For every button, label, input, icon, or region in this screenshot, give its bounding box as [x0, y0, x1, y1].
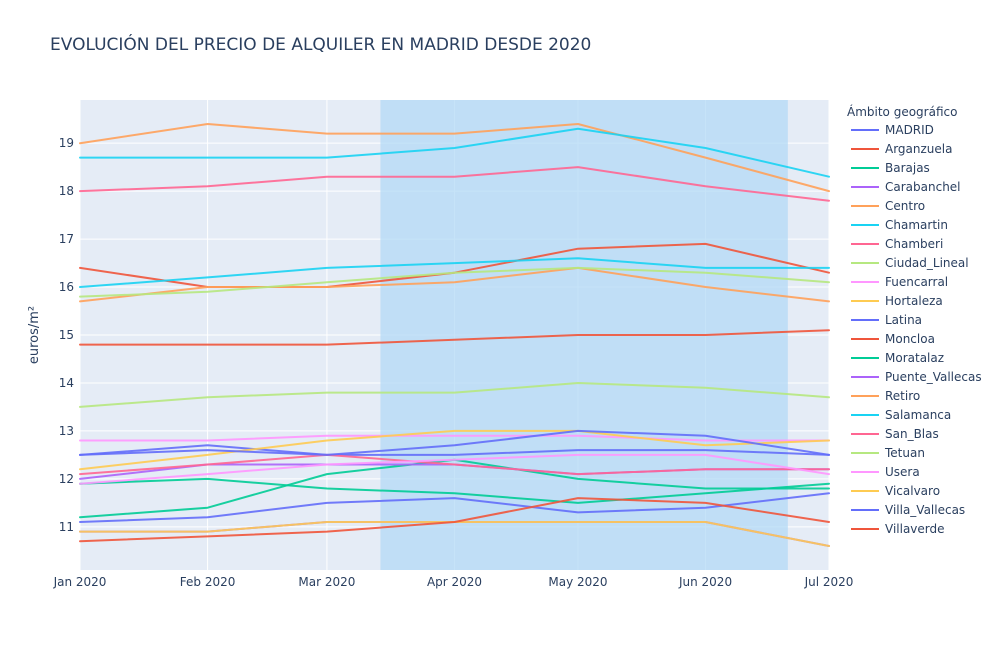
legend-item-label[interactable]: Retiro: [885, 389, 920, 403]
y-tick-label: 17: [59, 232, 74, 246]
series-line-chamberi: [79, 166, 830, 202]
y-tick-label: 18: [59, 184, 74, 198]
series-line-hortaleza: [79, 429, 830, 471]
series-line-madrid: [79, 444, 830, 456]
legend: Ámbito geográfico MADRID Arganzuela Baraja…: [847, 104, 982, 536]
legend-item-label[interactable]: Chamberi: [885, 237, 943, 251]
legend-title: Ámbito geográfico: [847, 104, 957, 119]
legend-item-label[interactable]: Moncloa: [885, 332, 935, 346]
x-tick-label: Mar 2020: [298, 575, 355, 589]
series-line-retiro: [79, 266, 830, 303]
legend-item-label[interactable]: MADRID: [885, 123, 934, 137]
y-axis-title: euros/m²: [27, 306, 42, 364]
series-line-ciudad-lineal: [79, 382, 830, 408]
legend-item-label[interactable]: Barajas: [885, 161, 930, 175]
legend-item-label[interactable]: Vicalvaro: [885, 484, 940, 498]
y-tick-label: 15: [59, 328, 74, 342]
legend-item-label[interactable]: Chamartin: [885, 218, 948, 232]
series-line-usera: [79, 453, 830, 485]
legend-item-label[interactable]: Latina: [885, 313, 922, 327]
series-line-fuencarral: [79, 434, 830, 442]
series-line-latina: [79, 492, 830, 523]
y-tick-label: 13: [59, 424, 74, 438]
series-line-chamartin: [79, 127, 830, 178]
legend-item-label[interactable]: Centro: [885, 199, 925, 213]
legend-item-label[interactable]: Moratalaz: [885, 351, 944, 365]
legend-item-label[interactable]: Arganzuela: [885, 142, 952, 156]
y-axis: 11 12 13 14 15 16 17 18 19: [59, 136, 74, 534]
y-tick-label: 19: [59, 136, 74, 150]
legend-item-label[interactable]: Villa_Vallecas: [885, 503, 965, 517]
legend-item-label[interactable]: Puente_Vallecas: [885, 370, 982, 384]
series-line-arganzuela: [79, 329, 830, 346]
legend-item-label[interactable]: Hortaleza: [885, 294, 943, 308]
x-tick-label: Feb 2020: [180, 575, 236, 589]
series-line-moratalaz: [79, 477, 830, 504]
series-line-centro: [79, 123, 830, 193]
legend-item-label[interactable]: Tetuan: [884, 446, 925, 460]
x-tick-label: Jul 2020: [804, 575, 854, 589]
series-line-villaverde: [79, 497, 830, 543]
x-axis: Jan 2020 Feb 2020 Mar 2020 Apr 2020 May 2020…: [53, 575, 854, 589]
legend-item-label[interactable]: Carabanchel: [885, 180, 961, 194]
series-line-salamanca: [79, 257, 830, 288]
x-tick-label: Jun 2020: [678, 575, 732, 589]
series-line-san-blas: [79, 453, 830, 476]
legend-item-label[interactable]: Fuencarral: [885, 275, 948, 289]
legend-item-label[interactable]: San_Blas: [885, 427, 939, 441]
y-tick-label: 16: [59, 280, 74, 294]
series-layer: [79, 123, 830, 547]
series-line-tetuan: [79, 266, 830, 298]
y-tick-label: 12: [59, 472, 74, 486]
y-tick-label: 11: [59, 520, 74, 534]
legend-item-label[interactable]: Villaverde: [885, 522, 945, 536]
legend-item-label[interactable]: Usera: [885, 465, 920, 479]
series-line-villa-vallecas: [79, 429, 830, 456]
x-tick-label: Apr 2020: [427, 575, 482, 589]
y-tick-label: 14: [59, 376, 74, 390]
chart-title: EVOLUCIÓN DEL PRECIO DE ALQUILER EN MADR…: [50, 33, 591, 55]
legend-item-label[interactable]: Salamanca: [885, 408, 951, 422]
legend-item-label[interactable]: Ciudad_Lineal: [885, 256, 969, 270]
x-tick-label: May 2020: [548, 575, 607, 589]
x-tick-label: Jan 2020: [53, 575, 107, 589]
